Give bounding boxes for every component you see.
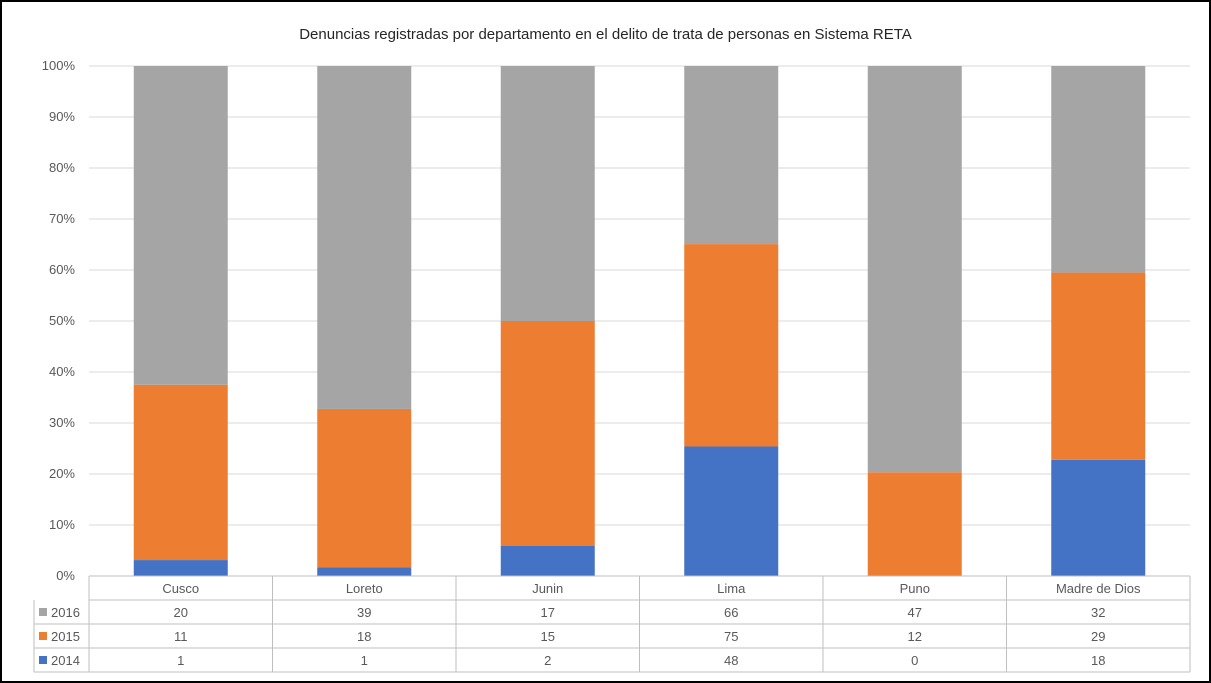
data-label: 20	[174, 605, 188, 620]
data-label: 66	[724, 605, 738, 620]
bar-segment-2016-madre-de-dios	[1051, 66, 1146, 273]
legend-key-2014	[39, 656, 47, 664]
data-label: 17	[541, 605, 555, 620]
x-tick-label: Junin	[532, 581, 563, 596]
y-tick-label: 100%	[42, 58, 76, 73]
chart-title: Denuncias registradas por departamento e…	[299, 26, 912, 43]
bar-segment-2015-junin	[500, 321, 595, 546]
x-tick-label: Cusco	[162, 581, 199, 596]
bar-segment-2015-cusco	[133, 384, 228, 561]
legend-label: 2014	[51, 653, 80, 668]
bar-segment-2016-junin	[500, 66, 595, 321]
y-tick-label: 80%	[49, 160, 75, 175]
x-tick-label: Madre de Dios	[1056, 581, 1141, 596]
y-tick-label: 20%	[49, 466, 75, 481]
data-label: 32	[1091, 605, 1105, 620]
bar-segment-2014-junin	[500, 546, 595, 576]
bar-segment-2015-loreto	[317, 408, 412, 568]
bar-segment-2016-loreto	[317, 66, 412, 409]
data-label: 48	[724, 653, 738, 668]
data-label: 0	[911, 653, 918, 668]
y-tick-label: 30%	[49, 415, 75, 430]
data-label: 29	[1091, 629, 1105, 644]
bar-segment-2016-cusco	[133, 66, 228, 385]
data-label: 75	[724, 629, 738, 644]
data-label: 15	[541, 629, 555, 644]
y-tick-label: 50%	[49, 313, 75, 328]
y-tick-label: 70%	[49, 211, 75, 226]
bar-segment-2016-lima	[684, 66, 779, 245]
data-label: 47	[908, 605, 922, 620]
bar-segment-2014-madre-de-dios	[1051, 459, 1146, 576]
x-tick-label: Loreto	[346, 581, 383, 596]
legend-label: 2015	[51, 629, 80, 644]
legend-key-2015	[39, 632, 47, 640]
bar-segment-2014-cusco	[133, 560, 228, 576]
y-tick-label: 40%	[49, 364, 75, 379]
y-tick-label: 60%	[49, 262, 75, 277]
data-label: 1	[361, 653, 368, 668]
data-label: 39	[357, 605, 371, 620]
y-tick-label: 90%	[49, 109, 75, 124]
data-label: 18	[1091, 653, 1105, 668]
data-label: 18	[357, 629, 371, 644]
y-tick-label: 10%	[49, 517, 75, 532]
bar-segment-2016-puno	[867, 66, 962, 473]
data-label: 2	[544, 653, 551, 668]
bar-segment-2015-lima	[684, 244, 779, 447]
legend-key-2016	[39, 608, 47, 616]
data-label: 11	[174, 629, 188, 644]
bar-segment-2014-lima	[684, 446, 779, 576]
data-label: 1	[177, 653, 184, 668]
bar-segment-2015-madre-de-dios	[1051, 272, 1146, 460]
bar-segment-2014-loreto	[317, 567, 412, 576]
data-label: 12	[908, 629, 922, 644]
x-tick-label: Puno	[900, 581, 930, 596]
x-tick-label: Lima	[717, 581, 746, 596]
y-tick-label: 0%	[56, 568, 75, 583]
legend-label: 2016	[51, 605, 80, 620]
bar-segment-2015-puno	[867, 472, 962, 576]
